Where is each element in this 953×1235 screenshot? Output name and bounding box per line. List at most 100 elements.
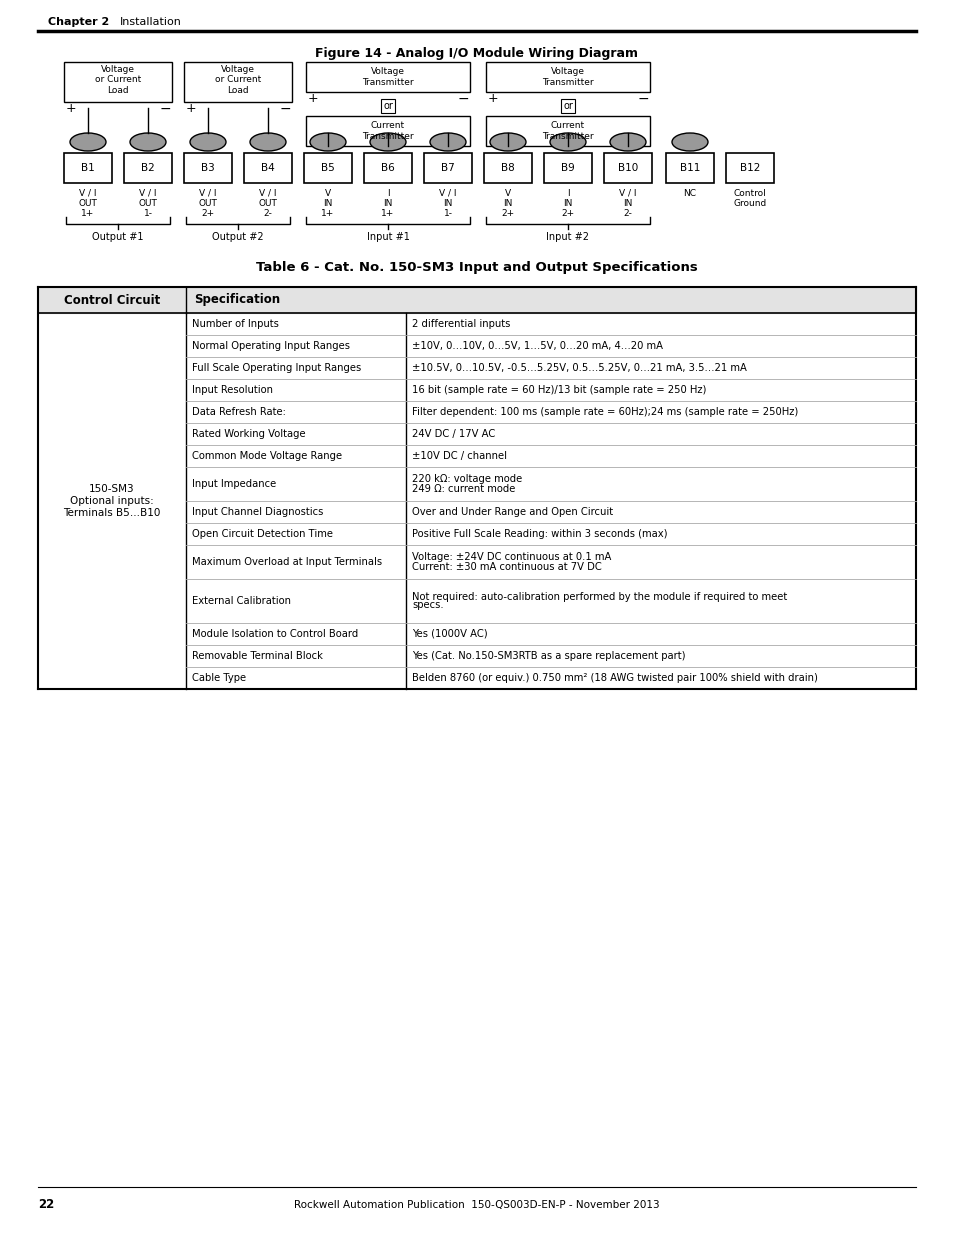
- Ellipse shape: [130, 133, 166, 151]
- Text: Table 6 - Cat. No. 150-SM3 Input and Output Specifications: Table 6 - Cat. No. 150-SM3 Input and Out…: [255, 261, 698, 273]
- Text: Installation: Installation: [120, 17, 182, 27]
- Text: B3: B3: [201, 163, 214, 173]
- Text: Output #1: Output #1: [92, 232, 144, 242]
- Text: Full Scale Operating Input Ranges: Full Scale Operating Input Ranges: [192, 363, 361, 373]
- Text: B7: B7: [440, 163, 455, 173]
- Ellipse shape: [370, 133, 406, 151]
- Text: IN: IN: [383, 199, 393, 207]
- Text: V / I: V / I: [199, 189, 216, 198]
- Text: Voltage
Transmitter: Voltage Transmitter: [362, 67, 414, 86]
- Text: 24V DC / 17V AC: 24V DC / 17V AC: [412, 429, 495, 438]
- Text: −: −: [159, 103, 171, 116]
- Text: OUT: OUT: [78, 199, 97, 207]
- Text: +: +: [186, 103, 196, 116]
- Text: 2+: 2+: [201, 209, 214, 217]
- Text: 220 kΩ: voltage mode: 220 kΩ: voltage mode: [412, 474, 521, 484]
- Text: Rated Working Voltage: Rated Working Voltage: [192, 429, 305, 438]
- Text: Input #1: Input #1: [366, 232, 409, 242]
- Bar: [725, 153, 773, 183]
- Ellipse shape: [609, 133, 645, 151]
- Text: Filter dependent: 100 ms (sample rate = 60Hz);24 ms (sample rate = 250Hz): Filter dependent: 100 ms (sample rate = …: [412, 408, 798, 417]
- Text: Ground: Ground: [733, 199, 766, 207]
- Bar: [485, 62, 649, 91]
- Text: or: or: [562, 101, 573, 111]
- Text: 1-: 1-: [143, 209, 152, 217]
- Text: V / I: V / I: [139, 189, 156, 198]
- Text: Voltage
or Current
Load: Voltage or Current Load: [94, 65, 141, 95]
- Text: IN: IN: [503, 199, 512, 207]
- Text: 22: 22: [38, 1198, 54, 1212]
- Text: Over and Under Range and Open Circuit: Over and Under Range and Open Circuit: [412, 508, 613, 517]
- Bar: [304, 153, 352, 183]
- Text: Input Impedance: Input Impedance: [192, 479, 276, 489]
- Text: Output #2: Output #2: [212, 232, 264, 242]
- Ellipse shape: [190, 133, 226, 151]
- Bar: [423, 153, 472, 183]
- Text: −: −: [456, 91, 468, 106]
- Text: Maximum Overload at Input Terminals: Maximum Overload at Input Terminals: [192, 557, 382, 567]
- Text: OUT: OUT: [258, 199, 277, 207]
- Text: V / I: V / I: [438, 189, 456, 198]
- Text: V / I: V / I: [618, 189, 636, 198]
- Text: OUT: OUT: [198, 199, 217, 207]
- Text: Input Resolution: Input Resolution: [192, 385, 273, 395]
- Ellipse shape: [671, 133, 707, 151]
- Text: Input Channel Diagnostics: Input Channel Diagnostics: [192, 508, 323, 517]
- Text: Open Circuit Detection Time: Open Circuit Detection Time: [192, 529, 333, 538]
- Text: Removable Terminal Block: Removable Terminal Block: [192, 651, 322, 661]
- Text: 2-: 2-: [263, 209, 273, 217]
- Text: V / I: V / I: [259, 189, 276, 198]
- Text: NC: NC: [682, 189, 696, 198]
- Bar: [244, 153, 292, 183]
- Bar: [184, 153, 232, 183]
- Text: Data Refresh Rate:: Data Refresh Rate:: [192, 408, 286, 417]
- Text: 150-SM3
Optional inputs:
Terminals B5…B10: 150-SM3 Optional inputs: Terminals B5…B1…: [63, 484, 160, 517]
- Text: I: I: [566, 189, 569, 198]
- Text: Voltage: ±24V DC continuous at 0.1 mA: Voltage: ±24V DC continuous at 0.1 mA: [412, 552, 611, 562]
- Text: B1: B1: [81, 163, 94, 173]
- Text: V / I: V / I: [79, 189, 96, 198]
- Text: ±10V, 0…10V, 0…5V, 1…5V, 0…20 mA, 4…20 mA: ±10V, 0…10V, 0…5V, 1…5V, 0…20 mA, 4…20 m…: [412, 341, 662, 351]
- Bar: [306, 116, 470, 146]
- Text: 2+: 2+: [501, 209, 514, 217]
- Text: 249 Ω: current mode: 249 Ω: current mode: [412, 483, 515, 494]
- Ellipse shape: [70, 133, 106, 151]
- Text: Control Circuit: Control Circuit: [64, 294, 160, 306]
- Text: Normal Operating Input Ranges: Normal Operating Input Ranges: [192, 341, 350, 351]
- Bar: [184, 62, 292, 103]
- Text: Yes (Cat. No.150-SM3RTB as a spare replacement part): Yes (Cat. No.150-SM3RTB as a spare repla…: [412, 651, 685, 661]
- Text: Voltage
or Current
Load: Voltage or Current Load: [214, 65, 261, 95]
- Text: or: or: [383, 101, 393, 111]
- Text: Belden 8760 (or equiv.) 0.750 mm² (18 AWG twisted pair 100% shield with drain): Belden 8760 (or equiv.) 0.750 mm² (18 AW…: [412, 673, 817, 683]
- Ellipse shape: [310, 133, 346, 151]
- Text: Current
Transmitter: Current Transmitter: [541, 121, 593, 141]
- Text: IN: IN: [622, 199, 632, 207]
- Bar: [364, 153, 412, 183]
- Text: B8: B8: [500, 163, 515, 173]
- Bar: [665, 153, 713, 183]
- Text: B10: B10: [618, 163, 638, 173]
- Text: Module Isolation to Control Board: Module Isolation to Control Board: [192, 629, 358, 638]
- Text: B2: B2: [141, 163, 154, 173]
- Text: B5: B5: [321, 163, 335, 173]
- Text: Not required: auto-calibration performed by the module if required to meet: Not required: auto-calibration performed…: [412, 592, 786, 601]
- Text: OUT: OUT: [138, 199, 157, 207]
- Text: IN: IN: [562, 199, 572, 207]
- Text: +: +: [308, 93, 318, 105]
- Bar: [483, 153, 532, 183]
- Ellipse shape: [250, 133, 286, 151]
- Text: −: −: [637, 91, 648, 106]
- Text: 1+: 1+: [381, 209, 395, 217]
- Text: specs.: specs.: [412, 600, 443, 610]
- Text: V: V: [504, 189, 511, 198]
- Text: B11: B11: [679, 163, 700, 173]
- Text: 2 differential inputs: 2 differential inputs: [412, 319, 510, 329]
- Text: I: I: [386, 189, 389, 198]
- Text: 16 bit (sample rate = 60 Hz)/13 bit (sample rate = 250 Hz): 16 bit (sample rate = 60 Hz)/13 bit (sam…: [412, 385, 705, 395]
- Text: 1+: 1+: [81, 209, 94, 217]
- Text: Number of Inputs: Number of Inputs: [192, 319, 278, 329]
- Text: External Calibration: External Calibration: [192, 597, 291, 606]
- Text: Chapter 2: Chapter 2: [48, 17, 110, 27]
- Text: 1+: 1+: [321, 209, 335, 217]
- Ellipse shape: [430, 133, 465, 151]
